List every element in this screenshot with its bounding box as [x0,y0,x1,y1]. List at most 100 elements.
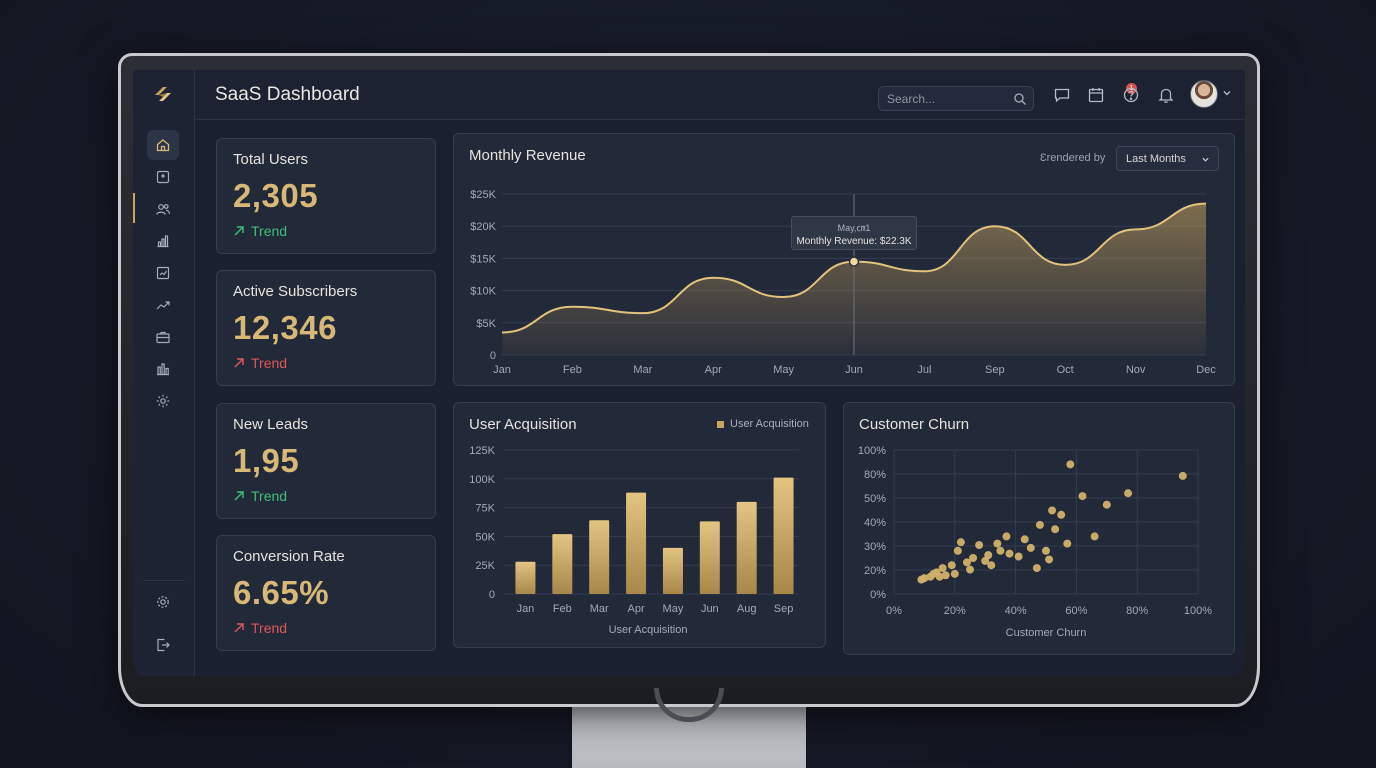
scatter-point[interactable] [953,546,962,555]
scatter-point[interactable] [1066,460,1075,469]
y-tick-label: 20% [864,565,886,577]
scatter-point[interactable] [962,558,971,567]
scatter-point[interactable] [950,569,959,578]
scatter-point[interactable] [1057,510,1066,519]
chat-icon[interactable] [1053,86,1071,104]
arrow-up-right-icon [234,491,244,501]
home-icon [156,139,170,152]
scatter-point[interactable] [1026,543,1035,552]
y-tick-label: $10K [470,286,496,298]
acquisition-chart-card: User Acquisition User Acquisition 0 25K 50… [453,402,826,648]
scatter-point[interactable] [1005,549,1014,558]
stat-trend: Trend [233,223,287,239]
bar[interactable] [552,534,573,594]
bar[interactable] [515,561,536,594]
y-tick-label: 125K [469,445,495,457]
stat-trend: Trend [233,488,287,504]
scatter-point[interactable] [1042,546,1050,555]
bar[interactable] [699,521,720,594]
sidebar-item-briefcase[interactable] [147,322,179,352]
bar[interactable] [662,547,683,594]
y-tick-label: 80% [864,469,886,481]
calendar-icon[interactable] [1087,86,1105,104]
scatter-point[interactable] [1035,520,1044,529]
scatter-point[interactable] [1178,471,1187,480]
churn-chart-card: Customer Churn 100% 80% 50% 40% 30% 20% 0% 0% 20… [843,402,1235,655]
scatter-point[interactable] [947,561,956,570]
scatter-point[interactable] [975,541,984,550]
sidebar-item-analytics[interactable] [147,226,179,256]
stat-value: 2,305 [233,177,319,214]
sidebar-item-logout[interactable] [147,630,179,660]
sidebar-item-users[interactable] [147,194,179,224]
chevron-down-icon[interactable] [1222,88,1232,98]
filter-label: Ɛrendered by [1040,152,1106,164]
scatter-point[interactable] [1048,506,1057,515]
legend-label: User Acquisition [730,418,809,430]
search-input[interactable] [879,87,1009,110]
period-dropdown[interactable]: Last Months [1116,146,1219,171]
x-tick-label: Feb [563,364,582,376]
user-avatar[interactable] [1190,80,1218,108]
scatter-point[interactable] [987,561,996,570]
scatter-point[interactable] [1090,532,1099,541]
scatter-point[interactable] [996,546,1005,555]
stat-value: 6.65% [233,574,330,611]
bar[interactable] [589,520,610,594]
bell-icon[interactable] [1157,86,1175,104]
briefcase-icon [156,331,170,344]
search-box[interactable] [878,86,1034,111]
stat-title: Conversion Rate [233,548,345,565]
sidebar-item-gear[interactable] [147,386,179,416]
sidebar-item-reports[interactable] [147,258,179,288]
stat-value: 1,95 [233,442,300,479]
help-icon[interactable] [1122,86,1140,104]
scatter-point[interactable] [966,565,974,574]
sidebar-item-columns[interactable] [147,354,179,384]
logo-icon[interactable] [151,82,175,106]
scatter-point[interactable] [1032,564,1041,573]
bar[interactable] [626,492,647,594]
x-tick-label: Jun [701,603,719,615]
scatter-point[interactable] [1102,500,1111,509]
y-tick-label: 100K [469,474,495,486]
scatter-point[interactable] [1078,492,1087,501]
bar[interactable] [736,501,757,594]
scatter-point[interactable] [1014,552,1023,561]
active-indicator [133,193,135,223]
y-tick-label: 50K [475,531,495,543]
sidebar-item-trends[interactable] [147,290,179,320]
scatter-point[interactable] [935,572,944,581]
scatter-point[interactable] [938,564,947,573]
scatter-point[interactable] [969,554,978,562]
bar[interactable] [773,477,794,594]
scatter-point[interactable] [920,574,929,583]
x-tick-label: Nov [1126,364,1146,376]
box-icon [156,170,170,184]
sidebar-item-settings[interactable] [147,587,179,617]
highlight-point[interactable] [848,256,860,267]
sidebar-divider [143,580,185,581]
scatter-point[interactable] [1124,489,1133,498]
scatter-point[interactable] [993,539,1002,548]
scatter-point[interactable] [1063,539,1072,548]
scatter-point[interactable] [1045,555,1054,564]
stat-trend: Trend [233,620,287,636]
x-tick-label: Apr [628,603,645,615]
sidebar-item-products[interactable] [147,162,179,192]
scatter-point[interactable] [984,551,993,560]
scatter-point[interactable] [1020,535,1029,544]
stat-trend: Trend [233,355,287,371]
y-tick-label: 0 [489,589,495,601]
columns-icon [157,363,169,376]
scatter-point[interactable] [1051,525,1060,534]
x-tick-label: Sep [774,603,794,615]
scatter-point[interactable] [941,571,950,580]
y-tick-label: 30% [864,541,886,553]
search-icon[interactable] [1013,92,1027,106]
stat-value: 12,346 [233,309,337,346]
y-tick-label: $5K [476,318,496,330]
scatter-point[interactable] [1002,532,1011,541]
sidebar-item-home[interactable] [147,130,179,160]
scatter-point[interactable] [956,538,965,547]
